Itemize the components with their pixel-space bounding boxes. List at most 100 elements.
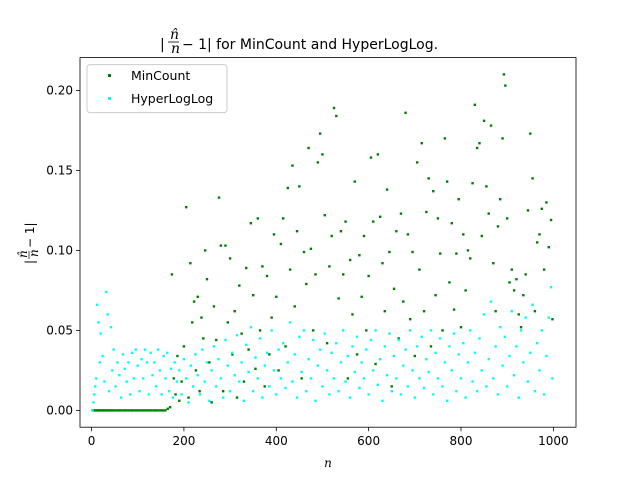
- mincount-point: [545, 201, 548, 204]
- mincount-point: [508, 281, 511, 284]
- hyperloglog-point: [158, 369, 162, 372]
- mincount-point: [318, 132, 322, 135]
- hyperloglog-point: [231, 351, 234, 354]
- hyperloglog-point: [288, 321, 292, 324]
- mincount-point: [524, 273, 527, 276]
- mincount-point: [392, 287, 396, 290]
- hyperloglog-point: [180, 393, 183, 396]
- hyperloglog-point: [208, 399, 211, 402]
- hyperloglog-point: [94, 385, 97, 388]
- mincount-point: [215, 338, 218, 342]
- hyperloglog-point: [116, 361, 119, 364]
- hyperloglog-point: [242, 399, 246, 402]
- mincount-point: [519, 326, 523, 329]
- hyperloglog-point: [538, 369, 541, 372]
- x-tick-label: 400: [265, 434, 288, 448]
- mincount-point: [487, 212, 490, 215]
- hyperloglog-point: [270, 329, 273, 332]
- hyperloglog-point: [182, 358, 186, 361]
- hyperloglog-point: [323, 332, 326, 335]
- mincount-point: [411, 250, 414, 254]
- hyperloglog-point: [353, 370, 356, 374]
- hyperloglog-point: [503, 335, 507, 338]
- mincount-point: [335, 114, 338, 118]
- svg-text:− 1: − 1: [182, 37, 207, 53]
- mincount-point: [127, 409, 130, 412]
- hyperloglog-point: [358, 386, 361, 390]
- mincount-point: [141, 409, 144, 412]
- mincount-point: [531, 177, 534, 180]
- y-tick-label: 0.10: [46, 243, 73, 257]
- hyperloglog-point: [547, 316, 550, 319]
- mincount-point: [448, 281, 451, 284]
- hyperloglog-point: [111, 369, 114, 372]
- hyperloglog-point: [448, 345, 451, 348]
- mincount-point: [100, 409, 103, 412]
- hyperloglog-point: [130, 351, 134, 354]
- hyperloglog-point: [173, 361, 176, 364]
- mincount-point: [501, 137, 504, 140]
- hyperloglog-point: [415, 345, 419, 348]
- mincount-point: [166, 407, 169, 410]
- mincount-point: [362, 234, 366, 238]
- hyperloglog-point: [455, 390, 458, 393]
- mincount-point: [231, 353, 234, 356]
- hyperloglog-point: [522, 361, 525, 364]
- mincount-point: [298, 185, 301, 188]
- hyperloglog-point: [314, 399, 317, 402]
- mincount-point: [344, 220, 347, 223]
- hyperloglog-point: [316, 364, 320, 367]
- hyperloglog-point: [101, 354, 104, 358]
- hyperloglog-point: [112, 348, 115, 351]
- hyperloglog-point: [178, 369, 181, 372]
- mincount-point: [95, 409, 99, 412]
- hyperloglog-point: [134, 348, 138, 351]
- mincount-point: [450, 222, 453, 225]
- hyperloglog-point: [330, 351, 333, 354]
- mincount-point: [459, 326, 463, 329]
- hyperloglog-point: [251, 390, 255, 393]
- mincount-point: [462, 233, 465, 236]
- mincount-point: [106, 409, 109, 412]
- hyperloglog-point: [374, 329, 377, 332]
- mincount-point: [168, 406, 172, 409]
- hyperloglog-point: [432, 393, 435, 396]
- mincount-point: [251, 294, 255, 297]
- hyperloglog-point: [378, 358, 382, 361]
- mincount-point: [205, 278, 209, 281]
- hyperloglog-point: [439, 337, 442, 340]
- mincount-point: [203, 249, 207, 252]
- hyperloglog-point: [127, 361, 130, 364]
- svg-text:n̂: n̂: [170, 27, 179, 43]
- hyperloglog-point: [196, 374, 199, 377]
- hyperloglog-point: [469, 329, 472, 332]
- mincount-point: [429, 345, 433, 348]
- hyperloglog-point: [247, 370, 250, 374]
- hyperloglog-point: [489, 300, 493, 303]
- hyperloglog-point: [397, 338, 400, 342]
- hyperloglog-point: [224, 338, 227, 342]
- mincount-point: [415, 161, 419, 164]
- mincount-point: [134, 409, 137, 412]
- hyperloglog-point: [167, 390, 171, 393]
- mincount-point: [542, 268, 546, 271]
- hyperloglog-point: [369, 338, 373, 342]
- mincount-point: [172, 377, 175, 380]
- hyperloglog-point: [337, 390, 340, 393]
- mincount-point: [94, 409, 97, 412]
- hyperloglog-point: [191, 385, 195, 388]
- mincount-point: [272, 233, 276, 236]
- mincount-point: [261, 265, 264, 268]
- y-axis: 0.00 0.05 0.10 0.15 0.20: [46, 83, 80, 417]
- mincount-point: [471, 182, 474, 185]
- mincount-point: [210, 401, 213, 404]
- mincount-point: [226, 321, 229, 324]
- hyperloglog-point: [487, 358, 490, 361]
- hyperloglog-point: [256, 377, 260, 380]
- mincount-point: [235, 396, 239, 399]
- hyperloglog-point: [427, 370, 430, 374]
- mincount-point: [148, 409, 151, 412]
- hyperloglog-point: [482, 313, 486, 316]
- mincount-point: [217, 196, 221, 199]
- series-mincount: [91, 73, 554, 412]
